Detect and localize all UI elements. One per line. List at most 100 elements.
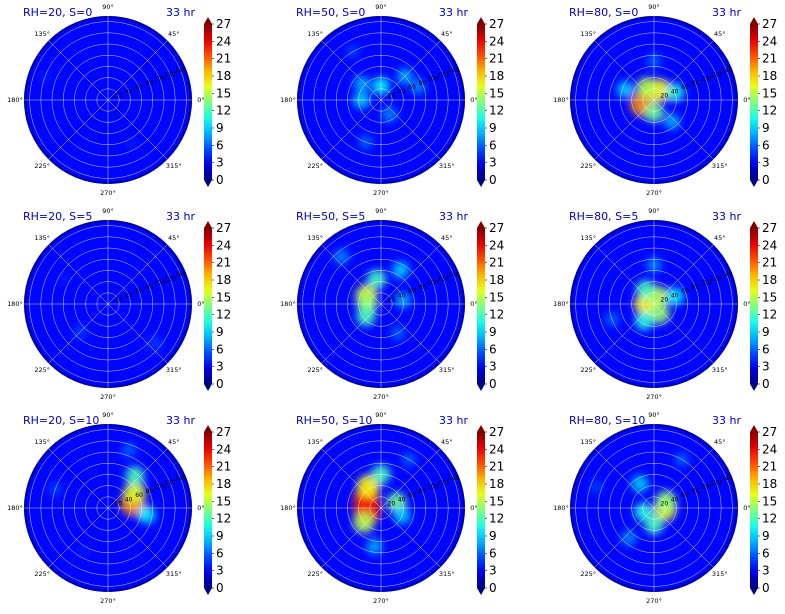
colorbar-tick-label: 12 <box>489 104 504 118</box>
colorbar <box>477 228 485 384</box>
polar-panel: RH=20, S=5 33 hr 20 40 60 80 100 120 140 0° 45° 90°… <box>0 206 262 410</box>
panel-title: RH=50, S=10 <box>296 414 373 427</box>
angle-tick-label: 270° <box>100 393 116 401</box>
angle-tick-label: 270° <box>100 597 116 605</box>
colorbar-min-arrow <box>477 384 485 391</box>
radial-tick-label: 20 <box>661 501 669 508</box>
angle-tick-label: 225° <box>34 570 50 578</box>
angular-gridline <box>653 303 714 364</box>
colorbar-tick-label: 24 <box>216 442 231 456</box>
colorbar-tick-label: 6 <box>216 138 224 152</box>
colorbar-tick-label: 27 <box>216 425 231 439</box>
panel-time-label: 33 hr <box>166 414 195 427</box>
colorbar-tick-label: 9 <box>489 121 497 135</box>
angular-gridline <box>653 40 714 101</box>
radial-tick-label: 140 <box>448 475 460 482</box>
intensity-blob <box>589 480 603 494</box>
colorbar-tick-label: 12 <box>216 104 231 118</box>
colorbar-tick-label: 15 <box>762 290 777 304</box>
angle-tick-label: 135° <box>307 438 323 446</box>
angle-tick-label: 0° <box>470 300 477 308</box>
angle-tick-label: 0° <box>470 504 477 512</box>
radial-tick-label: 60 <box>681 288 689 295</box>
radial-tick-label: 80 <box>692 80 700 87</box>
angular-gridline <box>380 40 441 101</box>
angle-tick-label: 180° <box>553 96 569 104</box>
radial-tick-label: 60 <box>135 84 143 91</box>
colorbar-min-arrow <box>204 180 212 187</box>
colorbar-tick-label: 18 <box>489 477 504 491</box>
colorbar-tick-label: 18 <box>762 69 777 83</box>
colorbar-tick-label: 3 <box>762 156 770 170</box>
colorbar-tick-label: 18 <box>216 477 231 491</box>
angle-tick-label: 90° <box>375 3 387 11</box>
colorbar <box>750 228 758 384</box>
colorbar-tick-label: 27 <box>489 425 504 439</box>
colorbar-tick-label: 3 <box>216 156 224 170</box>
radial-tick-label: 40 <box>671 88 679 95</box>
angle-tick-label: 0° <box>743 504 750 512</box>
intensity-blob <box>410 79 426 95</box>
colorbar-tick-label: 12 <box>216 512 231 526</box>
angle-tick-label: 90° <box>375 207 387 215</box>
angle-tick-label: 225° <box>307 366 323 374</box>
intensity-blob <box>333 249 349 265</box>
angular-gridline <box>321 99 382 160</box>
colorbar-tick-label: 15 <box>216 86 231 100</box>
colorbar-tick-label: 9 <box>762 529 770 543</box>
radial-tick-label: 40 <box>125 88 133 95</box>
colorbar-tick-label: 15 <box>762 86 777 100</box>
colorbar-tick-label: 6 <box>489 342 497 356</box>
colorbar-max-arrow <box>750 221 758 228</box>
angle-tick-label: 45° <box>441 438 453 446</box>
colorbar-min-arrow <box>750 180 758 187</box>
radial-tick-label: 60 <box>408 288 416 295</box>
intensity-blob <box>392 261 409 279</box>
colorbar-tick-label: 27 <box>216 221 231 235</box>
colorbar-tick-label: 0 <box>489 173 497 187</box>
angular-gridline <box>594 507 655 568</box>
angle-tick-label: 270° <box>646 597 662 605</box>
panel-title: RH=80, S=5 <box>569 210 639 223</box>
radial-tick-label: 100 <box>154 484 166 491</box>
angular-gridline <box>594 448 655 509</box>
radial-tick-label: 140 <box>448 67 460 74</box>
radial-tick-label: 120 <box>710 275 722 282</box>
radial-tick-label: 80 <box>419 284 427 291</box>
angular-gridline <box>107 507 168 568</box>
angle-tick-label: 180° <box>280 300 296 308</box>
colorbar-tick-label: 21 <box>762 256 777 270</box>
colorbar-tick-label: 9 <box>489 325 497 339</box>
colorbar-tick-label: 24 <box>762 34 777 48</box>
colorbar-tick-label: 18 <box>762 273 777 287</box>
angle-tick-label: 225° <box>307 162 323 170</box>
radial-tick-label: 120 <box>437 275 449 282</box>
angle-tick-label: 135° <box>580 30 596 38</box>
intensity-blob <box>125 466 145 486</box>
radial-tick-label: 140 <box>721 271 733 278</box>
radial-tick-label: 80 <box>419 488 427 495</box>
angle-tick-label: 45° <box>714 234 726 242</box>
angle-tick-label: 90° <box>375 411 387 419</box>
angular-gridline <box>107 448 168 509</box>
angle-tick-label: 315° <box>166 162 182 170</box>
panel-time-label: 33 hr <box>166 6 195 19</box>
radial-tick-label: 120 <box>710 71 722 78</box>
colorbar-tick-label: 21 <box>216 460 231 474</box>
colorbar-tick-label: 15 <box>216 494 231 508</box>
angle-tick-label: 0° <box>197 96 204 104</box>
angle-tick-label: 45° <box>714 438 726 446</box>
colorbar-tick-label: 9 <box>762 325 770 339</box>
radial-tick-label: 100 <box>427 76 439 83</box>
colorbar-tick-label: 21 <box>489 460 504 474</box>
colorbar-tick-label: 9 <box>216 529 224 543</box>
colorbar <box>477 24 485 180</box>
angular-gridline <box>380 303 441 364</box>
angular-gridline <box>107 303 168 364</box>
radial-tick-label: 60 <box>408 492 416 499</box>
radial-tick-label: 100 <box>154 280 166 287</box>
colorbar-max-arrow <box>750 425 758 432</box>
colorbar-tick-label: 12 <box>762 308 777 322</box>
colorbar-tick-label: 24 <box>489 442 504 456</box>
